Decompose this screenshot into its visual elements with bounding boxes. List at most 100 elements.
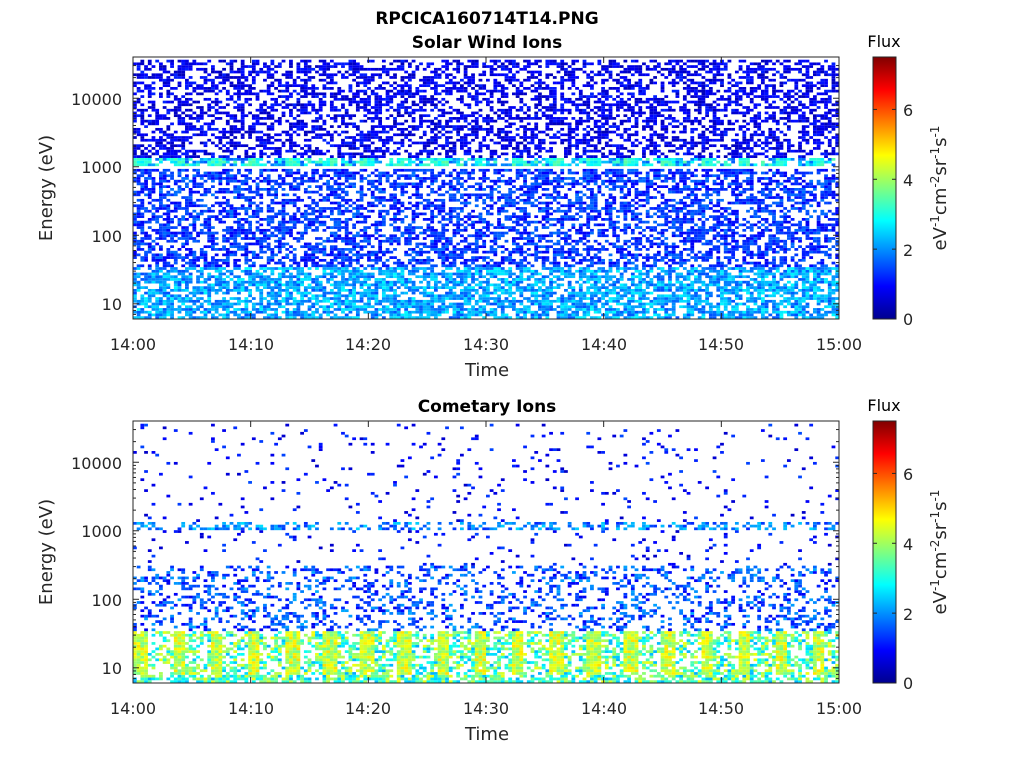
heatmap-cell: [519, 288, 524, 292]
heatmap-cell: [805, 253, 810, 257]
heatmap-cell: [378, 209, 383, 213]
heatmap-cell: [816, 275, 821, 279]
heatmap-cell: [590, 215, 594, 219]
heatmap-cell: [538, 234, 542, 238]
heatmap-cell: [500, 261, 505, 265]
heatmap-cell: [630, 204, 635, 208]
heatmap-cell: [333, 313, 338, 317]
heatmap-cell: [746, 308, 750, 311]
heatmap-cell: [656, 207, 661, 210]
heatmap-cell: [136, 310, 141, 314]
heatmap-cell: [214, 267, 219, 270]
heatmap-cell: [159, 310, 163, 314]
heatmap-cell: [404, 231, 409, 235]
heatmap-cell: [508, 253, 513, 257]
heatmap-cell: [608, 267, 613, 270]
heatmap-cell: [798, 264, 802, 268]
heatmap-cell: [753, 215, 758, 219]
heatmap-cell: [809, 215, 814, 219]
heatmap-cell: [526, 308, 531, 311]
heatmap-cell: [812, 231, 817, 235]
heatmap-cell: [738, 316, 743, 319]
heatmap-cell: [389, 299, 394, 303]
heatmap-cell: [188, 267, 193, 270]
heatmap-cell: [642, 245, 646, 249]
heatmap-cell: [333, 286, 338, 289]
heatmap-cell: [181, 269, 186, 273]
heatmap-cell: [708, 215, 713, 219]
heatmap-cell: [779, 204, 784, 208]
heatmap-cell: [471, 294, 475, 298]
heatmap-cell: [315, 256, 319, 259]
heatmap-cell: [757, 286, 762, 289]
heatmap-cell: [147, 280, 152, 284]
heatmap-cell: [664, 297, 669, 300]
heatmap-cell: [597, 215, 602, 219]
heatmap-cell: [318, 280, 323, 284]
heatmap-cell: [352, 305, 357, 309]
heatmap-cell: [147, 316, 152, 319]
heatmap-cell: [385, 280, 390, 284]
heatmap-cell: [329, 253, 334, 257]
heatmap-cell: [344, 294, 349, 298]
heatmap-cell: [363, 234, 368, 238]
heatmap-cell: [467, 294, 472, 298]
heatmap-cell: [251, 272, 256, 276]
heatmap-cell: [649, 256, 654, 259]
heatmap-cell: [560, 302, 565, 306]
heatmap-cell: [779, 209, 784, 213]
heatmap-cell: [467, 223, 472, 227]
heatmap-cell: [816, 239, 821, 243]
heatmap-cell: [218, 220, 223, 224]
heatmap-cell: [277, 261, 282, 265]
heatmap-cell: [623, 242, 628, 246]
heatmap-cell: [679, 228, 684, 232]
heatmap-cell: [259, 209, 264, 213]
heatmap-cell: [393, 297, 397, 300]
heatmap-cell: [467, 310, 472, 314]
heatmap-cell: [694, 256, 698, 259]
heatmap-cell: [381, 215, 386, 219]
heatmap-cell: [727, 272, 732, 276]
heatmap-cell: [794, 302, 799, 306]
heatmap-cell: [270, 291, 275, 295]
heatmap-cell: [303, 245, 308, 249]
heatmap-cell: [181, 316, 186, 319]
heatmap-cell: [456, 228, 461, 232]
heatmap-cell: [337, 248, 342, 251]
heatmap-cell: [333, 294, 338, 298]
heatmap-cell: [801, 218, 806, 221]
heatmap-cell: [285, 283, 290, 287]
heatmap-cell: [590, 278, 594, 281]
heatmap-cell: [660, 242, 665, 246]
heatmap-cell: [341, 275, 345, 279]
heatmap-cell: [619, 253, 624, 257]
heatmap-cell: [775, 269, 780, 273]
heatmap-cell: [218, 302, 223, 306]
heatmap-cell: [556, 228, 561, 232]
heatmap-cell: [355, 272, 360, 276]
heatmap-cell: [682, 248, 687, 251]
heatmap-cell: [619, 248, 624, 251]
heatmap-cell: [363, 288, 368, 292]
heatmap-cell: [344, 228, 349, 232]
heatmap-cell: [794, 310, 799, 314]
heatmap-cell: [337, 228, 342, 232]
heatmap-cell: [623, 228, 628, 232]
heatmap-cell: [723, 237, 728, 240]
heatmap-cell: [827, 209, 832, 213]
heatmap-cell: [255, 302, 260, 306]
heatmap-cell: [504, 215, 509, 219]
heatmap-cell: [545, 302, 550, 306]
heatmap-cell: [162, 291, 167, 295]
heatmap-cell: [526, 234, 531, 238]
heatmap-cell: [690, 250, 695, 254]
heatmap-cell: [835, 231, 840, 235]
heatmap-cell: [638, 305, 643, 309]
heatmap-cell: [734, 288, 739, 292]
heatmap-cell: [303, 204, 308, 208]
heatmap-cell: [746, 299, 750, 303]
heatmap-cell: [824, 245, 828, 249]
heatmap-cell: [277, 299, 282, 303]
heatmap-cell: [259, 250, 264, 254]
